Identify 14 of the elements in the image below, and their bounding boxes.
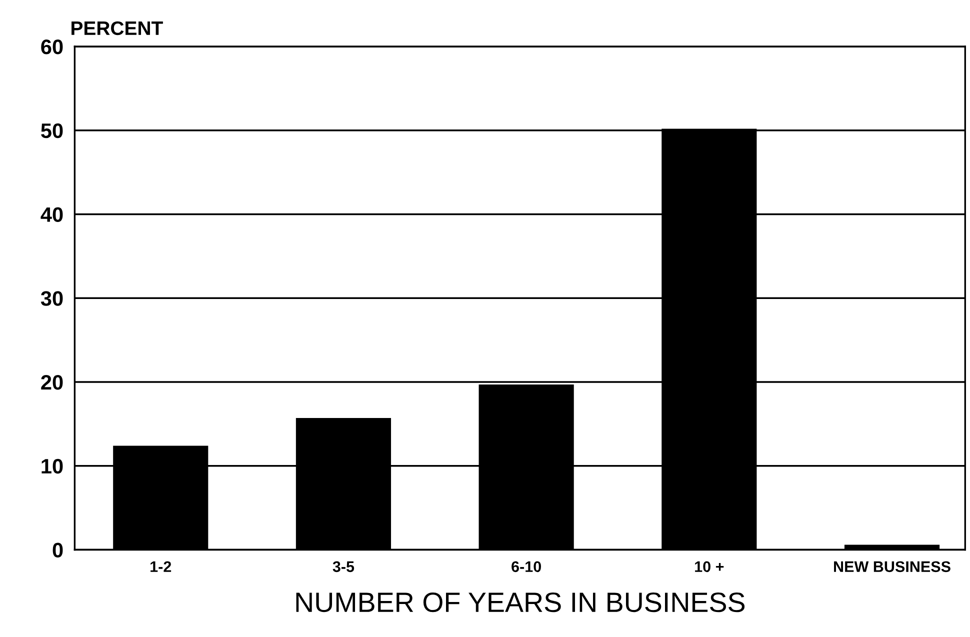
- x-tick-label: NEW BUSINESS: [834, 561, 950, 572]
- y-tick-label: 0: [52, 542, 63, 558]
- y-tick-label: 20: [41, 374, 63, 390]
- y-tick-label: 40: [40, 207, 63, 222]
- x-tick-label: 3-5: [332, 561, 354, 572]
- y-tick-label: 10: [42, 458, 63, 474]
- y-tick-label: 30: [40, 291, 63, 306]
- y-tick-label: 60: [41, 40, 63, 54]
- y-tick-label: 50: [41, 123, 63, 138]
- x-tick-label: 1-2: [150, 561, 172, 572]
- x-tick-label: 10 +: [695, 561, 724, 572]
- x-tick-label: 6-10: [512, 561, 541, 572]
- y-axis-title: PERCENT: [72, 21, 163, 36]
- x-axis-title: NUMBER OF YEARS IN BUSINESS: [296, 592, 745, 612]
